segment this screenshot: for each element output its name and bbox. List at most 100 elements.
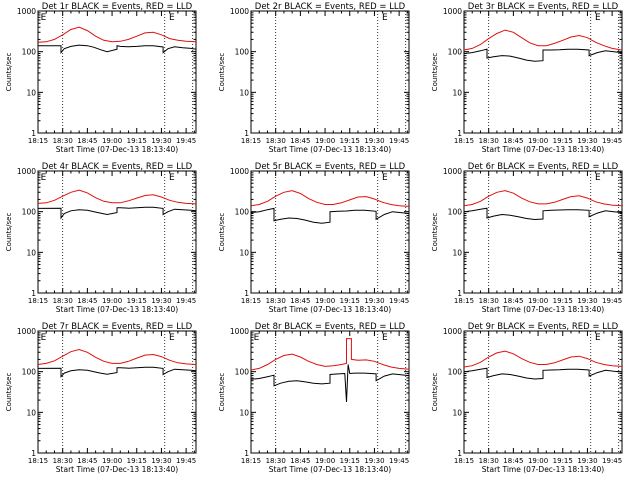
panel-title: Det 1r BLACK = Events, RED = LLD	[42, 2, 193, 12]
x-tick-label: 19:00	[528, 137, 548, 145]
x-tick-label: 18:30	[53, 457, 73, 465]
y-tick-label: 1000	[443, 167, 462, 176]
x-tick-label: 18:30	[479, 137, 499, 145]
x-tick-label: 19:45	[602, 457, 622, 465]
x-tick-label: 19:00	[102, 297, 122, 305]
detector-panel-8: Det 8r BLACK = Events, RED = LLD Counts/s…	[218, 322, 410, 474]
x-tick-label: 18:30	[266, 137, 286, 145]
panel-title: Det 8r BLACK = Events, RED = LLD	[255, 322, 406, 332]
y-tick-label: 10	[26, 88, 36, 97]
y-tick-label: 1	[244, 289, 249, 298]
y-axis-label: Counts/sec	[5, 213, 13, 252]
x-tick-label: 19:45	[389, 137, 409, 145]
x-tick-label: 18:15	[28, 297, 48, 305]
x-tick-label: 19:15	[127, 457, 147, 465]
x-axis-label: Start Time (07-Dec-13 18:13:40)	[269, 145, 391, 154]
y-axis-label: Counts/sec	[431, 213, 439, 252]
y-axis-label: Counts/sec	[431, 373, 439, 412]
lld-series-line	[250, 190, 410, 207]
y-tick-label: 1000	[230, 167, 249, 176]
y-tick-label: 1000	[443, 327, 462, 336]
x-tick-label: 19:45	[389, 297, 409, 305]
x-tick-label: 18:45	[290, 137, 310, 145]
panel-title: Det 5r BLACK = Events, RED = LLD	[255, 162, 406, 172]
marker-label: E	[595, 13, 601, 23]
y-tick-label: 10	[452, 408, 462, 417]
detector-panel-6: Det 6r BLACK = Events, RED = LLD Counts/s…	[431, 162, 623, 314]
panel-title: Det 4r BLACK = Events, RED = LLD	[42, 162, 193, 172]
x-tick-label: 19:15	[340, 457, 360, 465]
x-tick-label: 18:30	[53, 137, 73, 145]
y-tick-label: 10	[239, 88, 249, 97]
x-axis-label: Start Time (07-Dec-13 18:13:40)	[482, 305, 604, 314]
y-tick-label: 10	[239, 248, 249, 257]
y-tick-label: 100	[448, 368, 463, 377]
x-axis-label: Start Time (07-Dec-13 18:13:40)	[56, 305, 178, 314]
y-tick-label: 1	[244, 449, 249, 458]
x-tick-label: 19:00	[528, 457, 548, 465]
marker-label: E	[595, 333, 601, 343]
x-tick-label: 18:15	[454, 457, 474, 465]
x-tick-label: 18:30	[479, 457, 499, 465]
y-tick-label: 1000	[443, 7, 462, 16]
x-tick-label: 19:45	[389, 457, 409, 465]
lld-series-line	[463, 190, 623, 207]
marker-label: E	[41, 13, 47, 23]
panel-title: Det 6r BLACK = Events, RED = LLD	[468, 162, 619, 172]
detector-panel-3: Det 3r BLACK = Events, RED = LLD Counts/s…	[431, 2, 623, 154]
marker-label: E	[254, 333, 260, 343]
x-tick-label: 19:30	[151, 297, 171, 305]
panel-title: Det 2r BLACK = Events, RED = LLD	[255, 2, 406, 12]
panel-title: Det 9r BLACK = Events, RED = LLD	[468, 322, 619, 332]
plot-frame	[250, 10, 410, 134]
x-tick-label: 18:15	[454, 137, 474, 145]
y-tick-label: 1	[31, 289, 36, 298]
panel-title: Det 7r BLACK = Events, RED = LLD	[42, 322, 193, 332]
detector-panel-1: Det 1r BLACK = Events, RED = LLD Counts/s…	[5, 2, 197, 154]
x-tick-label: 18:45	[503, 137, 523, 145]
plot-frame	[463, 10, 623, 134]
events-series-line	[37, 206, 197, 220]
lld-series-line	[463, 350, 623, 368]
x-tick-label: 19:00	[102, 457, 122, 465]
events-series-line	[463, 207, 623, 221]
y-tick-label: 100	[235, 368, 250, 377]
x-axis-label: Start Time (07-Dec-13 18:13:40)	[482, 145, 604, 154]
marker-label: E	[382, 13, 388, 23]
detector-panel-2: Det 2r BLACK = Events, RED = LLD Counts/s…	[218, 2, 410, 154]
y-tick-label: 10	[26, 408, 36, 417]
plot-frame	[250, 170, 410, 294]
lld-series-line	[37, 348, 197, 365]
x-tick-label: 18:30	[53, 297, 73, 305]
x-tick-label: 19:45	[602, 137, 622, 145]
events-series-line	[250, 207, 410, 224]
x-tick-label: 19:15	[127, 297, 147, 305]
y-tick-label: 10	[452, 248, 462, 257]
y-axis-label: Counts/sec	[218, 53, 226, 92]
plot-frame	[250, 330, 410, 454]
plot-frame	[37, 170, 197, 294]
x-tick-label: 19:15	[127, 137, 147, 145]
x-axis-label: Start Time (07-Dec-13 18:13:40)	[56, 145, 178, 154]
x-tick-label: 18:45	[503, 457, 523, 465]
x-axis-label: Start Time (07-Dec-13 18:13:40)	[269, 465, 391, 474]
y-tick-label: 1000	[17, 7, 36, 16]
x-tick-label: 18:15	[241, 457, 261, 465]
plot-frame	[463, 330, 623, 454]
y-tick-label: 1000	[230, 7, 249, 16]
marker-label: E	[595, 173, 601, 183]
y-tick-label: 100	[235, 48, 250, 57]
y-tick-label: 1	[457, 129, 462, 138]
x-tick-label: 19:30	[151, 137, 171, 145]
x-tick-label: 19:30	[577, 457, 597, 465]
plot-frame	[37, 10, 197, 134]
x-tick-label: 19:30	[151, 457, 171, 465]
lld-series-line	[463, 29, 623, 51]
x-tick-label: 19:45	[176, 457, 196, 465]
y-axis-label: Counts/sec	[218, 213, 226, 252]
y-tick-label: 100	[448, 208, 463, 217]
x-tick-label: 18:15	[241, 137, 261, 145]
x-tick-label: 19:30	[364, 457, 384, 465]
x-tick-label: 18:45	[77, 457, 97, 465]
